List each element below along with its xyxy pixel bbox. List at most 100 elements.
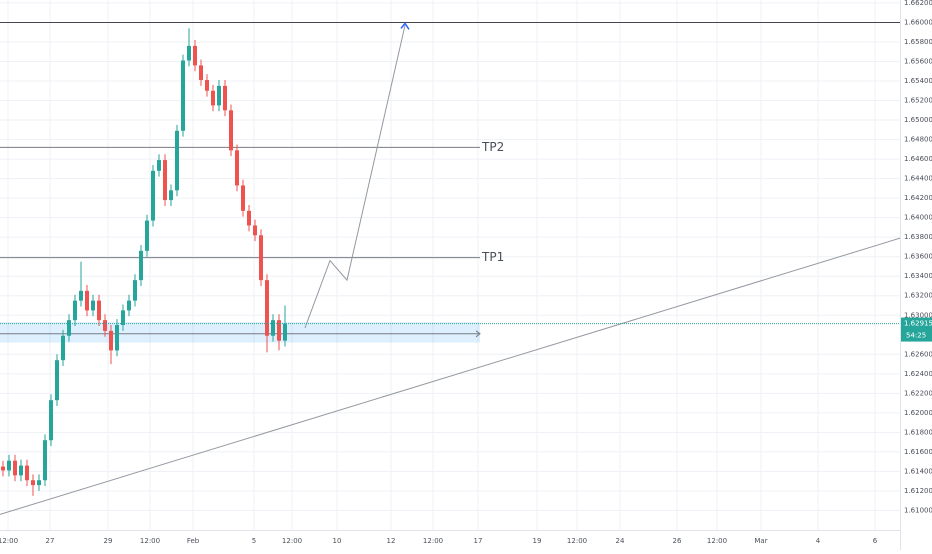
y-tick-label: 1.65600 (904, 57, 932, 65)
candle-body (151, 170, 155, 221)
projection (304, 25, 406, 329)
candle-body (181, 60, 185, 131)
candle-body (211, 90, 215, 106)
candle-body (55, 360, 59, 401)
candle-body (283, 323, 287, 341)
candle-body (61, 335, 65, 361)
trendline (0, 237, 901, 515)
countdown: 54:25 (906, 332, 926, 340)
x-tick-label: 12:00 (423, 537, 443, 545)
x-tick-label: 12:00 (140, 537, 160, 545)
y-tick-label: 1.63800 (904, 233, 932, 241)
y-tick-label: 1.61400 (904, 467, 932, 475)
y-tick-label: 1.66200 (904, 0, 932, 7)
x-tick-label: 24 (616, 537, 625, 545)
candle-body (25, 465, 29, 481)
candle-body (175, 130, 179, 191)
candle-body (157, 160, 161, 171)
y-tick-label: 1.63200 (904, 292, 932, 300)
y-tick-label: 1.63000 (904, 311, 932, 319)
candle-body (79, 290, 83, 301)
candle-body (223, 85, 227, 111)
candle-body (67, 320, 71, 336)
level-label: TP1 (481, 250, 504, 264)
y-tick-label: 1.66000 (904, 18, 932, 26)
x-tick-label: 12:00 (707, 537, 727, 545)
candle-body (253, 225, 257, 236)
y-tick-label: 1.62600 (904, 350, 932, 358)
candle-body (217, 85, 221, 106)
x-tick-label: 12 (387, 537, 396, 545)
x-tick-label: 4 (816, 537, 821, 545)
y-tick-label: 1.65000 (904, 116, 932, 124)
x-tick-label: 12:00 (567, 537, 587, 545)
candle-body (265, 280, 269, 336)
candle-body (85, 290, 89, 311)
y-tick-label: 1.64800 (904, 136, 932, 144)
candle-body (139, 250, 143, 281)
x-tick-label: 19 (533, 537, 542, 545)
y-tick-label: 1.62200 (904, 389, 932, 397)
candle-body (169, 190, 173, 201)
last-price-label: 1.62915 (904, 320, 932, 328)
x-tick-label: 17 (474, 537, 483, 545)
candle-body (109, 330, 113, 351)
x-tick-label: 5 (252, 537, 256, 545)
y-tick-label: 1.64000 (904, 214, 932, 222)
candle-body (199, 65, 203, 81)
projection-arrow-head (400, 22, 410, 30)
candle-body (73, 300, 77, 321)
y-tick-label: 1.61200 (904, 487, 932, 495)
candle-body (37, 480, 41, 486)
candle-body (193, 45, 197, 66)
candle-body (247, 210, 251, 226)
candle-body (259, 235, 263, 281)
last-price-box (901, 317, 932, 342)
x-tick-label: Mar (754, 537, 767, 545)
y-tick-label: 1.63600 (904, 253, 932, 261)
candle-body (127, 300, 131, 311)
y-tick-label: 1.61600 (904, 448, 932, 456)
candle-body (235, 150, 239, 186)
y-tick-label: 1.64600 (904, 155, 932, 163)
candle-body (19, 465, 23, 476)
y-tick-label: 1.62400 (904, 370, 932, 378)
y-tick-label: 1.63400 (904, 272, 932, 280)
x-tick-label: 12:00 (0, 537, 18, 545)
candle-body (1, 466, 5, 471)
candle-body (277, 320, 281, 341)
candle-body (43, 440, 47, 481)
y-tick-label: 1.61000 (904, 506, 932, 514)
candle-body (13, 460, 17, 476)
candle-body (103, 320, 107, 331)
x-tick-label: 6 (873, 537, 878, 545)
candle-body (145, 220, 149, 251)
candle-body (133, 280, 137, 301)
candle-body (7, 460, 11, 471)
candle-body (241, 185, 245, 211)
x-tick-label: 29 (104, 537, 113, 545)
zone (0, 322, 480, 343)
candle-body (97, 300, 101, 321)
candle-body (229, 110, 233, 151)
y-tick-label: 1.65800 (904, 38, 932, 46)
candle-body (187, 45, 191, 61)
y-tick-label: 1.61800 (904, 428, 932, 436)
candle-body (205, 80, 209, 91)
candle-body (91, 300, 95, 311)
candle-body (31, 480, 35, 486)
candle-body (115, 325, 119, 351)
level-label: TP2 (481, 140, 504, 154)
candle-body (121, 310, 125, 326)
zone-arrow-head (475, 330, 481, 338)
y-tick-label: 1.62000 (904, 409, 932, 417)
x-tick-label: 27 (46, 537, 55, 545)
candle-body (49, 400, 53, 441)
y-tick-label: 1.64200 (904, 194, 932, 202)
x-tick-label: 26 (673, 537, 682, 545)
candle-body (163, 160, 167, 201)
candle-body (271, 320, 275, 336)
y-tick-label: 1.65400 (904, 77, 932, 85)
